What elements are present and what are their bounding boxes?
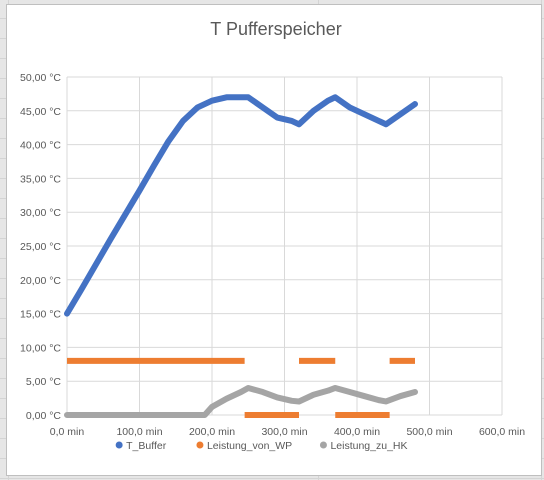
x-tick-label: 300,0 min [261, 426, 307, 438]
chart-title: T Pufferspeicher [210, 19, 341, 39]
x-tick-label: 100,0 min [116, 426, 162, 438]
legend-label: Leistung_von_WP [207, 440, 292, 452]
legend-label: Leistung_zu_HK [330, 440, 407, 452]
legend-item: Leistung_zu_HK [319, 440, 408, 452]
x-tick-label: 600,0 min [479, 426, 525, 438]
plot-gridlines [66, 76, 503, 416]
y-tick-label: 40,00 °C [20, 140, 61, 152]
legend-label: T_Buffer [126, 440, 167, 452]
series-t-buffer [64, 94, 418, 317]
y-tick-label: 0,00 °C [26, 410, 62, 422]
series-layer [64, 94, 418, 418]
legend-item: Leistung_von_WP [196, 440, 292, 452]
legend-marker [115, 441, 123, 449]
x-tick-label: 500,0 min [406, 426, 452, 438]
y-tick-label: 25,00 °C [20, 241, 61, 253]
legend: T_Buffer Leistung_von_WP Leistung_zu_HK [115, 440, 408, 452]
y-tick-label: 20,00 °C [20, 275, 61, 287]
x-tick-label: 0,0 min [50, 426, 85, 438]
y-tick-label: 35,00 °C [20, 173, 61, 185]
series-leistung-zu-hk [64, 384, 418, 418]
legend-marker [319, 441, 327, 449]
y-tick-label: 30,00 °C [20, 207, 61, 219]
legend-marker [196, 441, 204, 449]
series-line [64, 384, 418, 418]
axes: 0,00 °C 5,00 °C 10,00 °C 15,00 °C 20,00 °C 25… [20, 72, 525, 438]
y-tick-label: 50,00 °C [20, 72, 61, 84]
y-tick-label: 10,00 °C [20, 342, 61, 354]
sheet-row-line [0, 478, 544, 479]
series-leistung-von-wp [67, 357, 415, 418]
y-tick-label: 5,00 °C [26, 376, 62, 388]
chart-area[interactable]: T Pufferspeicher 0,00 °C 5,00 °C 10,00 °C 1… [6, 4, 542, 476]
series-line [64, 94, 418, 317]
y-tick-label: 15,00 °C [20, 309, 61, 321]
x-tick-label: 400,0 min [334, 426, 380, 438]
line-chart: T Pufferspeicher 0,00 °C 5,00 °C 10,00 °C 1… [20, 19, 525, 452]
legend-item: T_Buffer [115, 440, 167, 452]
y-tick-label: 45,00 °C [20, 106, 61, 118]
x-tick-label: 200,0 min [189, 426, 235, 438]
